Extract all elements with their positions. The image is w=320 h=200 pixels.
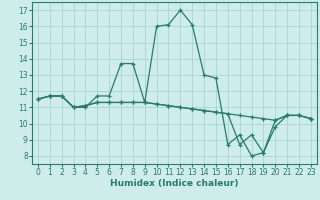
X-axis label: Humidex (Indice chaleur): Humidex (Indice chaleur) — [110, 179, 239, 188]
